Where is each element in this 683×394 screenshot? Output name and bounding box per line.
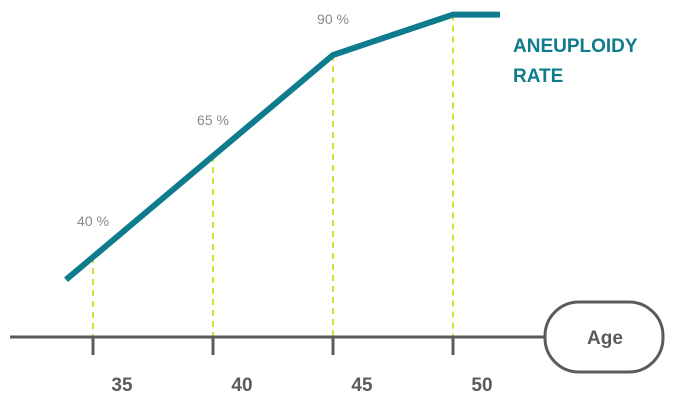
point-labels: 40 %65 %90 %100 %	[77, 11, 349, 229]
point-label: 65 %	[197, 112, 229, 128]
x-ticks: 35 40 45 50	[91, 336, 493, 394]
series-label-line-2: RATE	[513, 66, 563, 87]
x-axis-title: Age	[587, 328, 623, 349]
axis-title-frame	[543, 300, 665, 374]
point-label: 40 %	[77, 213, 109, 229]
guide-lines	[92, 14, 454, 337]
x-tick-label: 50	[471, 375, 492, 394]
x-tick-label: 35	[111, 375, 133, 394]
axis-title-box: Age	[543, 300, 665, 374]
series-label-line-1: ANEUPLOIDY	[513, 36, 638, 57]
series-line	[64, 11, 500, 283]
x-tick-label: 40	[231, 375, 252, 394]
point-label: 90 %	[317, 11, 349, 27]
x-tick-label: 45	[351, 375, 373, 394]
series-group	[64, 11, 500, 283]
